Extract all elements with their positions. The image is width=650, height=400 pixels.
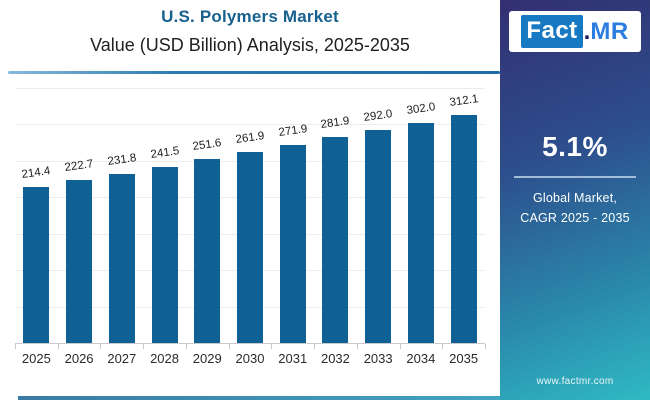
bar-2032 <box>322 137 349 343</box>
bar-2029 <box>194 159 221 343</box>
title-divider <box>8 71 500 74</box>
bar-chart: 214.4 2025 222.7 2026 231.8 2027 241.5 2028 251.… <box>15 82 486 366</box>
x-axis-tick <box>185 344 187 349</box>
cagr-divider <box>514 176 636 178</box>
x-axis-tick <box>228 344 230 349</box>
cagr-label-line1: Global Market, <box>532 191 618 205</box>
x-tick-label: 2035 <box>449 351 479 366</box>
bar-2026 <box>66 180 93 343</box>
bar-value-label: 292.0 <box>363 107 394 124</box>
x-tick-label: 2027 <box>107 351 137 366</box>
bar-2025 <box>23 186 50 343</box>
x-tick-label: 2026 <box>64 351 94 366</box>
x-axis-tick <box>442 344 444 349</box>
x-axis-line <box>15 343 485 344</box>
cagr-label: Global Market, CAGR 2025 - 2035 <box>500 188 650 228</box>
x-axis-tick <box>314 344 316 349</box>
bar-value-label: 214.4 <box>21 164 52 181</box>
gridline <box>15 124 485 125</box>
bar-value-label: 231.8 <box>106 151 137 168</box>
bar-2035 <box>450 115 477 343</box>
logo-mr-text: MR <box>590 17 629 45</box>
x-tick-label: 2028 <box>150 351 179 366</box>
x-axis-tick <box>399 344 401 349</box>
x-axis-tick <box>57 344 59 349</box>
bar-value-label: 251.6 <box>192 137 223 154</box>
chart-panel: U.S. Polymers Market Value (USD Billion)… <box>0 6 500 400</box>
logo-fact-text: Fact <box>521 14 583 49</box>
cagr-label-line2: CAGR 2025 - 2035 <box>520 211 630 225</box>
bar-2030 <box>237 151 263 343</box>
x-tick-label: 2031 <box>278 351 308 366</box>
x-axis-tick <box>485 344 486 349</box>
bar-2031 <box>279 144 306 343</box>
x-tick-label: 2025 <box>21 351 51 366</box>
x-tick-label: 2033 <box>363 351 393 366</box>
bar-value-label: 261.9 <box>234 129 266 146</box>
x-tick-label: 2032 <box>320 351 350 366</box>
gridline <box>15 87 485 89</box>
x-axis-tick <box>100 344 102 349</box>
page-subtitle: Value (USD Billion) Analysis, 2025-2035 <box>90 35 410 55</box>
x-axis-tick <box>15 344 16 349</box>
x-axis-tick <box>143 344 145 349</box>
x-tick-label: 2029 <box>192 351 222 366</box>
chart-header: U.S. Polymers Market Value (USD Billion)… <box>0 6 500 57</box>
website-link[interactable]: www.factmr.com <box>536 376 614 387</box>
bar-value-label: 312.1 <box>448 93 479 110</box>
x-axis-tick <box>356 344 358 349</box>
bar-value-label: 302.0 <box>405 100 436 117</box>
bar-2027 <box>108 173 135 343</box>
page-title: U.S. Polymers Market <box>161 7 339 26</box>
bar-value-label: 241.5 <box>149 144 180 161</box>
footer-strip <box>18 396 500 400</box>
logo-dot-text: . <box>583 17 591 45</box>
bar-2033 <box>365 129 392 343</box>
cagr-value: 5.1% <box>542 131 608 162</box>
x-axis-tick <box>271 344 273 349</box>
x-tick-label: 2034 <box>406 351 436 366</box>
x-tick-label: 2030 <box>235 351 265 366</box>
bar-2034 <box>407 122 434 343</box>
factmr-logo: Fact. MR <box>509 11 641 52</box>
bar-value-label: 281.9 <box>320 115 351 132</box>
sidebar: Fact. MR 5.1% Global Market, CAGR 2025 - … <box>500 0 650 400</box>
bar-2028 <box>151 166 178 343</box>
